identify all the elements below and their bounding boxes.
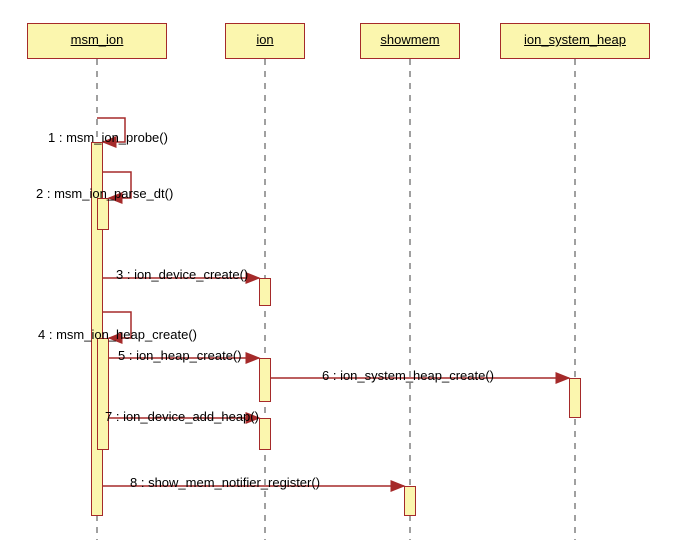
participant-ion_system_heap: ion_system_heap [500, 23, 650, 59]
message-label: 4 : msm_ion_heap_create() [38, 327, 197, 342]
message-label: 3 : ion_device_create() [116, 267, 248, 282]
participant-ion: ion [225, 23, 305, 59]
participant-msm_ion: msm_ion [27, 23, 167, 59]
message-label: 7 : ion_device_add_heap() [105, 409, 259, 424]
participant-showmem: showmem [360, 23, 460, 59]
message-label: 1 : msm_ion_probe() [48, 130, 168, 145]
message-label: 5 : ion_heap_create() [118, 348, 242, 363]
message-label: 8 : show_mem_notifier_register() [130, 475, 320, 490]
message-label: 2 : msm_ion_parse_dt() [36, 186, 173, 201]
message-label: 6 : ion_system_heap_create() [322, 368, 494, 383]
